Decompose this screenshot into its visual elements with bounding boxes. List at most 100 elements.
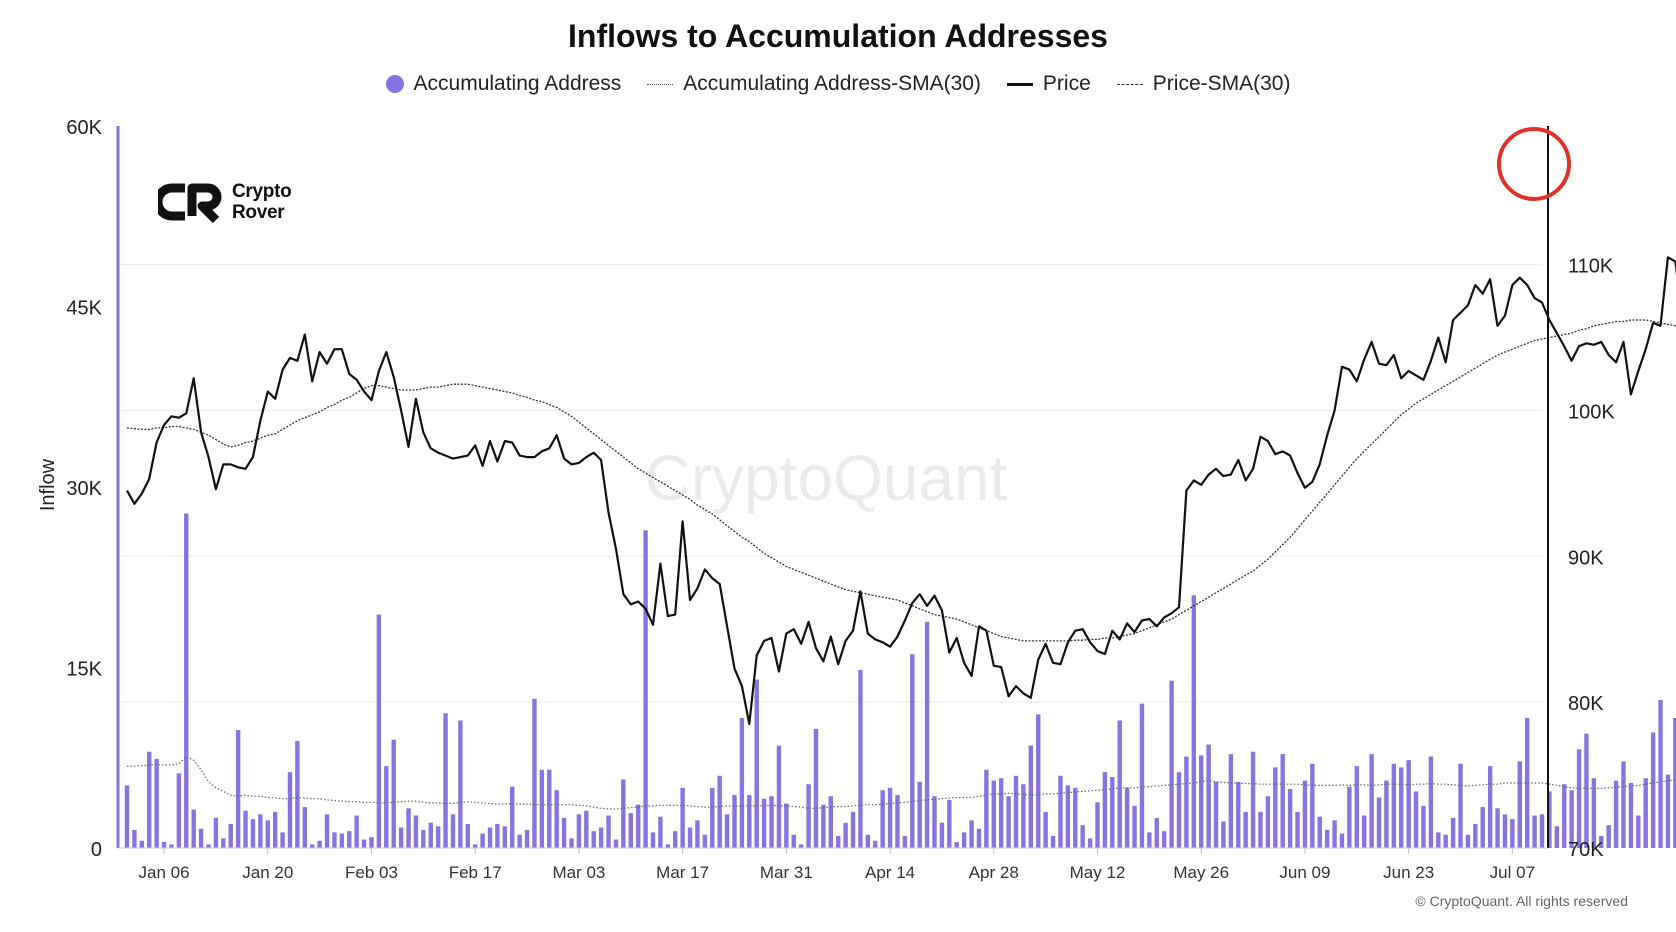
inflow-bar <box>524 829 530 848</box>
inflow-bar <box>213 817 219 848</box>
inflow-bar <box>887 787 893 848</box>
inflow-bar <box>673 831 678 848</box>
inflow-bar <box>154 758 159 848</box>
x-tick-label: Mar 03 <box>552 863 605 882</box>
inflow-bar <box>1161 831 1167 848</box>
inflow-bar <box>354 815 359 848</box>
y-right-tick-label: 70K <box>1568 839 1604 861</box>
inflow-bar <box>1450 817 1456 848</box>
inflow-bar <box>873 840 878 848</box>
inflow-bar <box>798 844 804 848</box>
crypto-rover-logo-icon <box>158 183 222 224</box>
inflow-bar <box>1095 802 1100 848</box>
inflow-bar <box>1176 772 1182 848</box>
inflow-bar <box>910 654 915 848</box>
inflow-bar <box>280 832 285 848</box>
inflow-bar <box>1169 680 1174 848</box>
inflow-bar <box>1421 805 1426 848</box>
inflow-bar <box>1310 763 1315 848</box>
logo-line-1: Crypto <box>232 181 292 202</box>
inflow-bar <box>1087 838 1093 848</box>
inflow-bar <box>1354 766 1359 848</box>
inflow-bar <box>1569 790 1574 848</box>
inflow-bar <box>169 844 174 848</box>
inflow-bar <box>643 530 648 848</box>
inflow-bar <box>1139 703 1145 848</box>
inflow-bar <box>1517 761 1522 848</box>
legend-dashed-line-icon <box>1116 83 1143 85</box>
inflow-bar <box>1191 595 1197 848</box>
legend-dotted-line-icon <box>647 83 674 85</box>
inflow-bar <box>435 826 441 848</box>
y-left-tick-label: 45K <box>66 298 102 320</box>
inflow-bar <box>532 698 537 848</box>
highlight-circle <box>1497 127 1571 201</box>
inflow-bar <box>1036 714 1041 848</box>
inflow-bar <box>406 808 411 848</box>
inflow-bar <box>665 844 671 848</box>
inflow-bar <box>1250 751 1256 848</box>
inflow-bar <box>1524 718 1530 848</box>
x-tick-label: Apr 28 <box>969 863 1019 882</box>
inflow-bar <box>1443 834 1448 848</box>
inflow-bar <box>680 787 685 848</box>
inflow-bar <box>1413 791 1419 848</box>
legend-item-accumulating-address-sma[interactable]: Accumulating Address-SMA(30) <box>647 72 981 96</box>
tick-labels: 70K 80K 90K 100K 110K 0 15K 30K 45K 60K Jan 06 Jan … <box>66 117 1615 882</box>
inflow-bar <box>1228 754 1234 848</box>
inflow-bar <box>776 745 782 848</box>
x-tick-label: Mar 17 <box>656 863 709 882</box>
x-tick-label: Jun 09 <box>1279 863 1330 882</box>
legend-label: Price <box>1042 72 1091 95</box>
inflow-bar <box>1510 819 1515 848</box>
legend-item-price[interactable]: Price <box>1006 72 1091 96</box>
inflow-bar <box>332 832 337 848</box>
inflow-bar <box>1473 823 1478 848</box>
inflow-bar <box>1236 781 1241 848</box>
inflow-bar <box>947 799 952 848</box>
inflow-bar <box>613 839 619 848</box>
legend-item-accumulating-address[interactable]: Accumulating Address <box>385 72 621 96</box>
inflow-bar <box>1636 815 1641 848</box>
inflow-bar <box>1465 834 1471 848</box>
inflow-bar <box>139 840 145 848</box>
inflow-bar <box>1554 826 1560 848</box>
inflow-bar <box>584 810 589 848</box>
inflow-bar <box>739 718 745 848</box>
inflow-bar <box>1295 811 1300 848</box>
inflow-bar <box>747 795 752 848</box>
x-tick-label: Jan 20 <box>242 863 293 882</box>
inflow-bar <box>450 814 456 848</box>
inflow-bar <box>1643 778 1648 848</box>
inflow-bar <box>754 679 759 848</box>
inflow-bar <box>961 832 967 848</box>
inflow-bar <box>1154 817 1159 848</box>
inflow-bar <box>258 814 263 848</box>
inflow-bar <box>561 817 567 848</box>
inflow-bar <box>769 796 774 848</box>
inflow-bar <box>428 822 433 848</box>
x-tick-label: Jun 23 <box>1383 863 1434 882</box>
inflow-bar <box>1650 732 1656 848</box>
inflow-bar <box>710 787 715 848</box>
inflow-bar <box>569 838 574 848</box>
inflow-bar <box>702 834 708 848</box>
inflow-bar <box>939 822 945 848</box>
inflow-bar <box>1028 745 1034 848</box>
accumulating-address-sma-line <box>127 755 1676 810</box>
inflow-bar <box>1539 814 1545 848</box>
inflow-bar <box>635 804 641 848</box>
inflow-bar <box>265 820 270 848</box>
inflow-bar <box>465 823 470 848</box>
inflow-bar <box>954 841 959 848</box>
inflow-bar <box>1665 774 1671 848</box>
inflow-bar <box>1606 825 1611 848</box>
inflow-bar <box>1673 718 1676 848</box>
chart-title: Inflows to Accumulation Addresses <box>568 18 1108 54</box>
inflow-bar <box>1021 784 1026 848</box>
inflow-bar <box>1243 811 1248 848</box>
legend-item-price-sma[interactable]: Price-SMA(30) <box>1116 72 1290 96</box>
inflow-bar <box>191 809 196 848</box>
logo-line-2: Rover <box>232 202 285 223</box>
x-tick-label: Jul 07 <box>1490 863 1535 882</box>
